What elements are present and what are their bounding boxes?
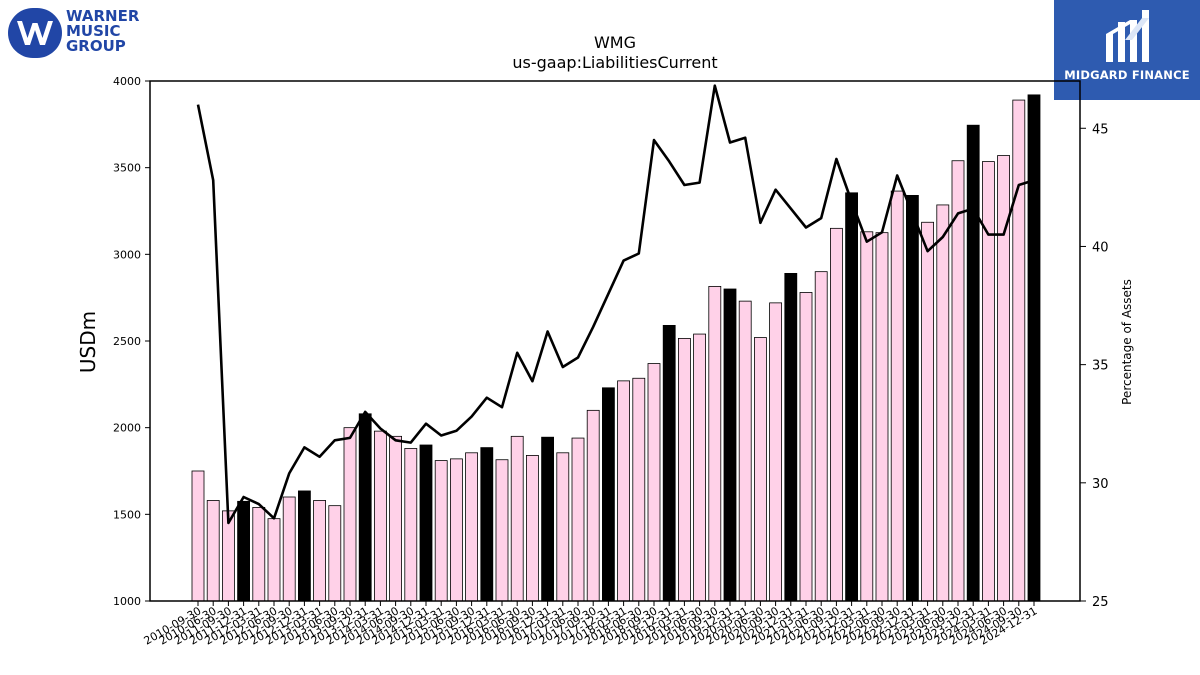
line-layer <box>196 84 1035 525</box>
bar-2017-06-30 <box>571 437 585 602</box>
y-axis-label: USDm <box>76 311 100 373</box>
bar-2020-12-31 <box>784 272 798 602</box>
bar-2022-06-30 <box>875 232 889 602</box>
bar-2014-03-31 <box>373 430 387 602</box>
bar-2016-09-30 <box>526 454 539 602</box>
bar-2022-09-30 <box>890 190 904 602</box>
bar-2012-06-30 <box>267 518 281 602</box>
bar-2018-06-30 <box>632 377 646 602</box>
y-tick-label: 2500 <box>113 335 141 348</box>
bar-2019-12-31 <box>723 288 737 602</box>
bar-2022-12-31 <box>906 194 919 602</box>
bar-2014-12-31 <box>419 444 433 602</box>
bar-2012-09-30 <box>282 496 296 602</box>
bar-2017-09-30 <box>586 409 600 602</box>
y-tick-label: 1000 <box>113 595 141 608</box>
bar-2022-03-31 <box>860 231 874 602</box>
y2-tick-label: 30 <box>1092 477 1109 492</box>
bar-2014-09-30 <box>404 448 418 602</box>
bar-2020-03-31 <box>738 300 752 602</box>
y-tick-label: 3000 <box>113 248 141 261</box>
wmg-badge-icon <box>8 8 62 58</box>
y-tick-label: 1500 <box>113 508 141 521</box>
bar-2010-06-30 <box>206 500 220 602</box>
bar-2019-09-30 <box>708 285 722 602</box>
bar-2017-03-31 <box>556 452 570 602</box>
bar-2021-06-30 <box>814 271 828 602</box>
bar-2018-03-31 <box>617 380 630 602</box>
bar-2015-09-30 <box>465 452 479 602</box>
y-tick-label: 2000 <box>113 422 141 435</box>
percentage-line <box>196 84 1035 525</box>
bar-2016-03-31 <box>495 459 509 602</box>
wmg-logo-line-3: GROUP <box>66 37 126 55</box>
y2-tick-label: 40 <box>1092 240 1109 255</box>
chart-title: WMG <box>594 33 636 52</box>
midgard-finance-text: MIDGARD FINANCE <box>1064 68 1190 82</box>
bar-2012-12-31 <box>297 490 311 602</box>
bar-2018-12-31 <box>662 324 676 602</box>
bar-2023-06-30 <box>936 204 950 602</box>
y2-axis-label: Percentage of Assets <box>1120 279 1134 405</box>
bar-2015-06-30 <box>449 458 463 602</box>
bar-2020-06-30 <box>754 337 767 602</box>
bar-2012-03-31 <box>252 506 266 602</box>
midgard-finance-logo: MIDGARD FINANCE <box>1054 0 1200 100</box>
bar-2024-09-30 <box>1012 99 1026 602</box>
bar-2023-12-31 <box>966 124 980 602</box>
bar-2013-09-30 <box>343 427 357 602</box>
bar-2014-06-30 <box>389 435 403 602</box>
bar-2013-03-31 <box>313 500 327 602</box>
bars-layer <box>191 94 1041 602</box>
y2-tick-label: 35 <box>1092 359 1109 374</box>
bar-2011-09-30 <box>221 510 235 602</box>
warner-music-group-logo: WARNER MUSIC GROUP <box>4 4 144 58</box>
bar-2013-12-31 <box>358 413 372 602</box>
bar-2019-06-30 <box>693 333 706 602</box>
wmg-logo-line-1: WARNER <box>66 7 140 25</box>
chart-subtitle: us-gaap:LiabilitiesCurrent <box>512 53 717 72</box>
y2-tick-label: 45 <box>1092 122 1109 137</box>
bar-2015-03-31 <box>434 460 448 602</box>
y2-tick-label: 25 <box>1092 595 1109 610</box>
bar-2023-03-31 <box>921 221 934 602</box>
bar-2015-12-31 <box>480 447 494 602</box>
bar-2010-09-30 <box>191 470 205 602</box>
bar-2016-12-31 <box>541 436 554 602</box>
midgard-m-icon <box>1106 10 1149 62</box>
bar-2019-03-31 <box>678 337 691 602</box>
bar-2023-09-30 <box>951 160 965 602</box>
bar-2013-06-30 <box>328 505 342 602</box>
bar-2018-09-30 <box>647 363 661 602</box>
y-tick-label: 3500 <box>113 162 141 175</box>
bar-2017-12-31 <box>602 387 615 602</box>
bar-2011-12-31 <box>237 500 251 602</box>
y-tick-label: 4000 <box>113 75 141 88</box>
bar-2021-03-31 <box>799 292 813 602</box>
bar-2024-12-31 <box>1027 94 1041 602</box>
bar-2021-12-31 <box>845 192 858 602</box>
bar-2020-09-30 <box>769 302 782 602</box>
bar-2016-06-30 <box>510 435 524 602</box>
bar-2021-09-30 <box>830 227 843 602</box>
wmg-logo-line-2: MUSIC <box>66 22 121 40</box>
